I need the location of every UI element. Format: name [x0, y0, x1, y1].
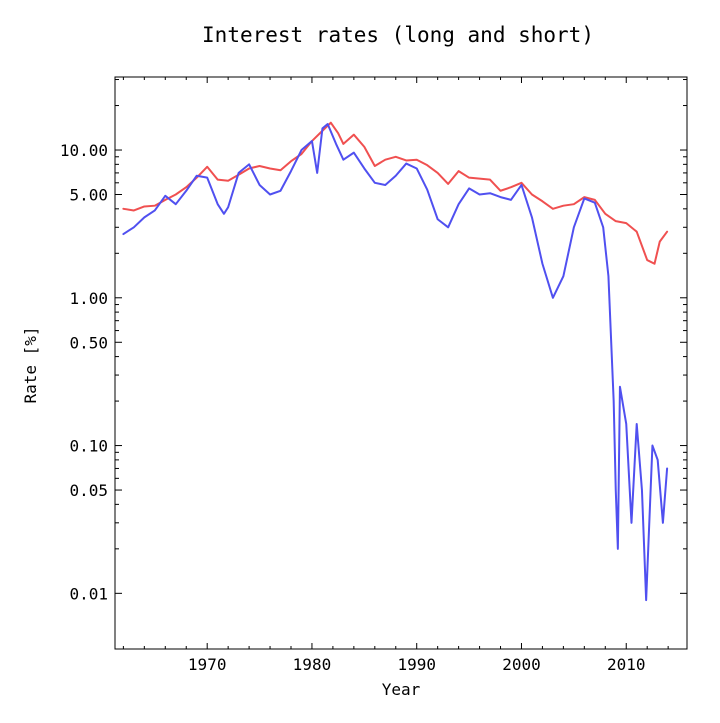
series-layer — [122, 121, 669, 602]
y-axis: 10.00 5.00 1.00 0.50 0.10 0.05 0.01 — [60, 79, 687, 603]
x-tick-label: 2000 — [502, 655, 541, 674]
x-tick-label: 1990 — [397, 655, 436, 674]
x-axis: 1970 1980 1990 2000 2010 — [122, 77, 669, 674]
series-line-1 — [122, 121, 669, 265]
y-tick-label: 10.00 — [60, 141, 108, 160]
y-axis-title: Rate [%] — [21, 326, 40, 403]
y-tick-label: 0.01 — [69, 584, 108, 603]
y-tick-label: 0.10 — [69, 437, 108, 456]
plot-area-frame — [114, 76, 688, 650]
chart-title: Interest rates (long and short) — [202, 23, 594, 47]
x-tick-label: 1980 — [293, 655, 332, 674]
y-tick-label: 1.00 — [69, 289, 108, 308]
y-tick-label: 5.00 — [69, 186, 108, 205]
y-tick-label: 0.50 — [69, 333, 108, 352]
x-tick-label: 1970 — [188, 655, 227, 674]
x-axis-title: Year — [382, 680, 421, 699]
x-tick-label: 2010 — [607, 655, 646, 674]
series-line-2 — [122, 123, 669, 602]
y-tick-label: 0.05 — [69, 481, 108, 500]
